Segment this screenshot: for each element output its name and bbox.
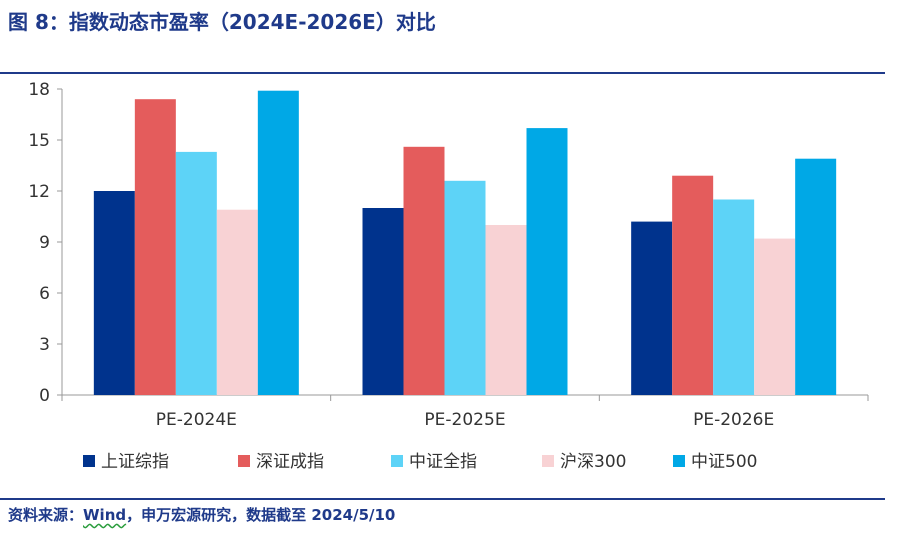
bar bbox=[175, 151, 217, 395]
chart-bars bbox=[93, 90, 837, 395]
legend-swatch bbox=[673, 455, 685, 467]
y-tick-label: 6 bbox=[39, 284, 50, 304]
bar-chart: 0 3 6 9 12 15 18 PE-2024E PE-2025E PE-2026E 上证综指 深… bbox=[28, 80, 869, 472]
bar bbox=[93, 191, 135, 395]
y-tick-label: 15 bbox=[28, 131, 50, 151]
bottom-rule bbox=[0, 498, 885, 500]
bar bbox=[403, 146, 445, 395]
x-tick-label: PE-2026E bbox=[693, 410, 774, 430]
legend-swatch bbox=[238, 455, 250, 467]
y-tick-label: 9 bbox=[39, 233, 50, 253]
figure-title: 图 8：指数动态市盈率（2024E-2026E）对比 bbox=[8, 10, 436, 34]
bar bbox=[216, 209, 258, 395]
x-tick-label: PE-2024E bbox=[156, 410, 237, 430]
source-note: 资料来源：Wind，申万宏源研究，数据截至 2024/5/10 bbox=[8, 504, 395, 525]
legend-label: 深证成指 bbox=[256, 452, 324, 472]
bar bbox=[362, 208, 404, 395]
legend-label: 沪深300 bbox=[560, 452, 626, 472]
y-tick-label: 3 bbox=[39, 335, 50, 355]
bar bbox=[672, 175, 714, 395]
y-tick-label: 12 bbox=[28, 182, 50, 202]
legend-label: 上证综指 bbox=[101, 452, 169, 472]
source-prefix: 资料来源： bbox=[8, 506, 84, 524]
legend-swatch bbox=[542, 455, 554, 467]
bar bbox=[444, 180, 486, 395]
bar bbox=[631, 221, 673, 395]
bar bbox=[257, 90, 299, 395]
legend-swatch bbox=[83, 455, 95, 467]
bar bbox=[134, 99, 176, 395]
bar bbox=[485, 225, 527, 395]
source-wind: Wind bbox=[83, 506, 127, 524]
legend-label: 中证全指 bbox=[409, 452, 477, 472]
bar bbox=[754, 238, 796, 395]
legend-swatch bbox=[391, 455, 403, 467]
x-tick-label: PE-2025E bbox=[424, 410, 505, 430]
legend-label: 中证500 bbox=[691, 452, 757, 472]
bar bbox=[795, 158, 837, 395]
bar bbox=[713, 199, 755, 395]
source-suffix: ，申万宏源研究，数据截至 2024/5/10 bbox=[126, 506, 396, 524]
y-tick-label: 18 bbox=[28, 80, 50, 100]
bar bbox=[526, 128, 568, 395]
y-tick-label: 0 bbox=[39, 386, 50, 406]
top-rule bbox=[0, 72, 885, 74]
chart-legend: 上证综指 深证成指 中证全指 沪深300 中证500 bbox=[83, 452, 757, 472]
